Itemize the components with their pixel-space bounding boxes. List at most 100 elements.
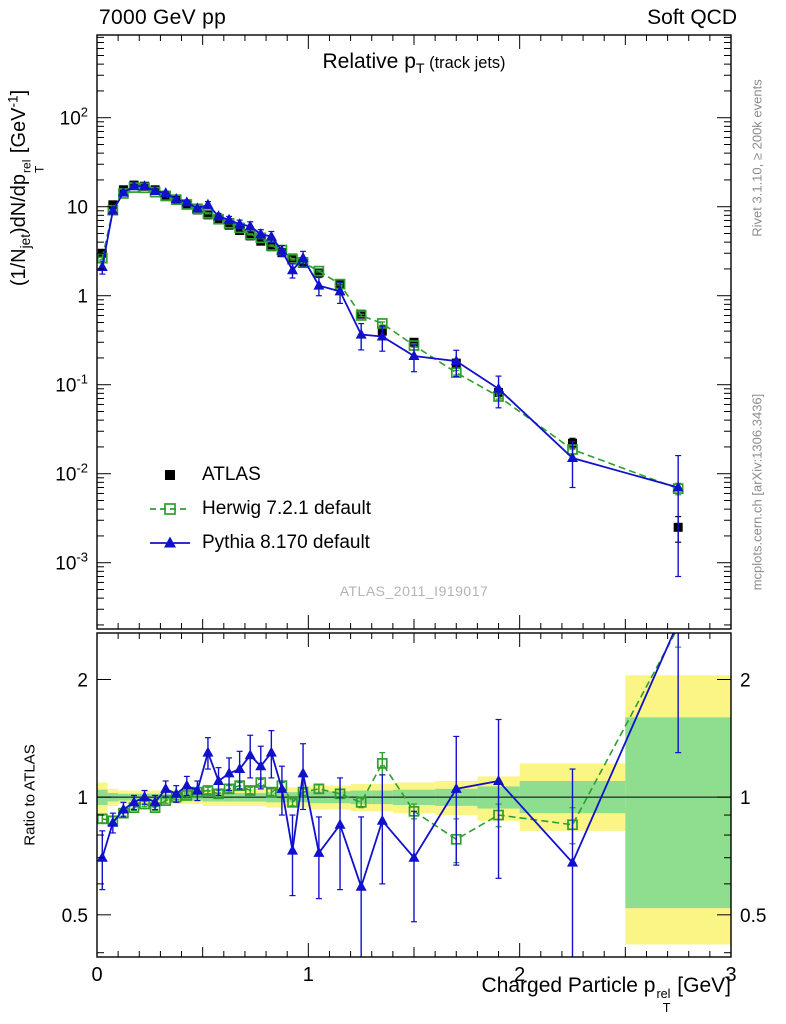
y-axis-label: (1/Njet)dN/dp rel T [GeV-1] [5,89,47,287]
y-tick-label: 10-3 [55,550,88,575]
ratio-y-axis-label: Ratio to ATLAS [21,744,39,846]
ratio-tick-label: 2 [77,670,88,691]
marker-triangle [286,264,298,275]
marker-triangle [493,774,505,785]
marker-triangle [117,803,129,814]
marker-triangle [276,244,288,255]
legend-label: Herwig 7.2.1 default [202,498,371,519]
marker-triangle [191,784,203,795]
marker-triangle [213,774,225,785]
marker-square-filled [203,210,213,220]
marker-triangle [181,196,193,207]
legend-item: ATLAS [148,458,371,492]
marker-triangle [334,818,346,829]
marker-triangle [223,767,235,778]
series-line [101,186,679,490]
rivet-version-watermark: Rivet 3.1.10, ≥ 200k events [749,79,765,237]
marker-triangle [265,746,277,757]
marker-triangle [313,846,325,857]
series-line [101,633,675,890]
marker-triangle [450,355,462,366]
marker-triangle [128,796,140,807]
marker-triangle [355,328,367,339]
marker-triangle [244,749,256,760]
marker-square-open [355,796,367,808]
legend-item: Herwig 7.2.1 default [148,492,371,526]
plot-title: Relative pT (track jets) [322,50,506,77]
marker-square-open [313,265,325,277]
marker-square-open [313,783,325,795]
marker-triangle [107,816,119,827]
legend-marker-square-filled [165,470,175,480]
marker-square-open [287,796,298,808]
marker-triangle [202,746,214,757]
x-tick-label: 3 [725,964,736,986]
marker-square-open [164,503,176,515]
marker-triangle [286,844,298,855]
legend-marker-triangle-filled [150,536,190,548]
marker-square-open [674,623,683,632]
marker-triangle [334,285,346,296]
marker-triangle [276,782,288,793]
legend-item: Pythia 8.170 default [148,526,371,560]
marker-triangle [191,202,203,213]
marker-triangle [128,180,140,191]
x-axis-label: Charged Particle p rel T [GeV] [481,974,731,1015]
marker-triangle [255,228,267,239]
analysis-id-watermark: ATLAS_2011_I919017 [339,583,489,599]
marker-square-open [376,758,388,769]
marker-triangle [202,198,214,209]
marker-triangle [450,782,462,793]
marker-triangle [408,350,420,361]
marker-triangle [408,851,420,862]
marker-triangle [223,213,235,224]
x-tick-label: 1 [303,964,314,986]
marker-triangle [170,193,182,204]
marker-square-open [355,310,367,321]
ratio-panel [97,616,731,957]
marker-triangle [493,382,505,393]
marker-triangle [567,856,578,867]
series-line [101,185,679,489]
main-panel [97,180,684,578]
marker-triangle [255,760,267,771]
marker-triangle [313,279,325,290]
beam-energy-label: 7000 GeV pp [99,6,227,29]
marker-triangle [149,185,161,196]
ratio-tick-label: 0.5 [62,906,88,927]
marker-triangle [139,791,151,802]
marker-square-open [97,813,108,825]
marker-triangle [672,481,684,492]
marker-triangle [376,814,388,825]
marker-square-filled [256,236,266,246]
legend-label: Pythia 8.170 default [202,532,370,553]
marker-triangle [160,782,172,793]
marker-triangle [265,230,277,241]
legend: ATLAS Herwig 7.2.1 default Pythia 8.170 de… [148,458,371,560]
marker-square-open [202,208,214,219]
marker-triangle [107,204,119,215]
marker-triangle [297,252,309,263]
x-tick-label: 0 [91,964,102,986]
marker-square-filled [314,268,324,278]
legend-marker-square-open [150,503,190,515]
y-tick-label: 10 [67,198,88,219]
marker-triangle [234,218,246,229]
y-tick-label: 1 [77,287,88,308]
ratio-tick-label: 1 [740,788,751,809]
marker-triangle [181,779,193,790]
y-tick-label: 102 [60,105,88,130]
marker-triangle [149,796,161,807]
marker-triangle [673,616,684,626]
marker-triangle [160,187,172,198]
marker-triangle [117,186,129,197]
marker-triangle [97,851,108,862]
marker-triangle [213,210,225,221]
marker-square-open [202,785,214,796]
marker-square-open [244,785,256,796]
marker-triangle [164,536,176,548]
marker-square-filled [165,470,175,480]
process-group-label: Soft QCD [647,6,737,29]
